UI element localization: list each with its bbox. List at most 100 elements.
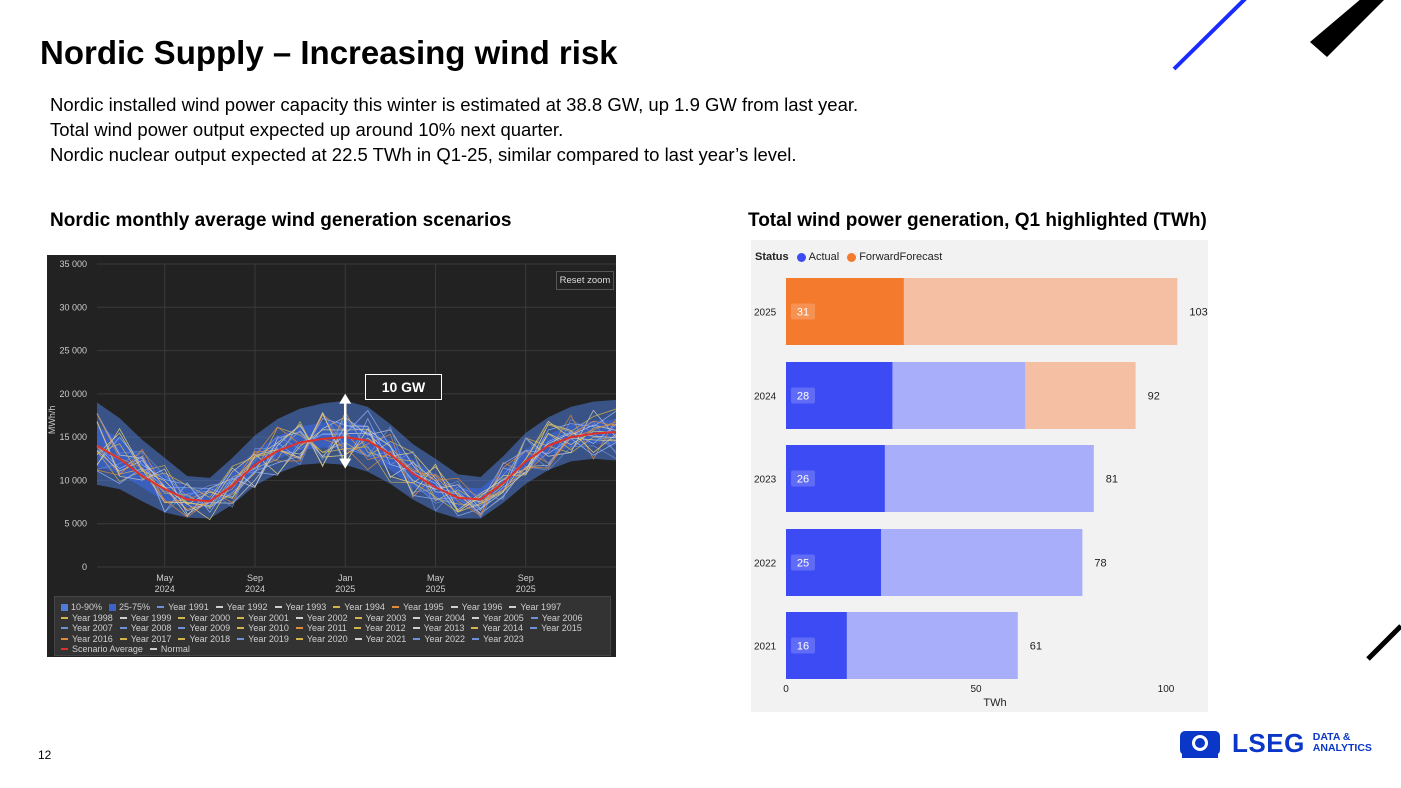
legend-item[interactable]: Year 2012	[353, 623, 406, 634]
legend-label: Year 1992	[226, 602, 268, 612]
legend-label: Year 2009	[189, 623, 231, 633]
legend-item[interactable]: Year 1996	[450, 602, 503, 613]
q1-label: 16	[797, 641, 809, 653]
x-tick-label: May	[427, 573, 445, 583]
legend-item[interactable]: Year 2006	[530, 612, 583, 624]
legend-label: Year 2007	[72, 623, 113, 633]
legend-item[interactable]: Scenario Average	[61, 644, 143, 655]
legend-swatch	[471, 627, 479, 630]
legend-item[interactable]: Year 2015	[530, 623, 582, 634]
legend-item[interactable]: Year 2003	[354, 613, 406, 624]
legend-item[interactable]: Year 2004	[413, 613, 465, 624]
legend-label: Year 2014	[482, 623, 524, 633]
q1-label: 26	[797, 474, 809, 486]
q1-label-bg	[791, 470, 815, 487]
blue-stripe	[1172, 0, 1247, 71]
legend-swatch	[354, 637, 362, 640]
legend-label: Year 2022	[424, 633, 466, 644]
legend-item[interactable]: Year 1998	[61, 613, 113, 624]
legend-swatch	[413, 616, 421, 619]
legend-item[interactable]: Year 2010	[237, 623, 289, 634]
legend-item[interactable]: Year 2023	[472, 634, 524, 645]
decorative-stripe-bottom	[1366, 624, 1401, 661]
legend-label: Year 2008	[130, 623, 172, 633]
wind-scenarios-chart: 35 000 30 000 25 000 20 000 15 000 10 000 5 00…	[47, 255, 616, 657]
scenario-average-line	[96, 430, 616, 503]
x-tick-label: Sep	[518, 573, 534, 583]
legend-label: Year 1996	[461, 602, 503, 612]
legend-label: Year 2006	[541, 612, 583, 623]
arrow-head-down	[339, 458, 352, 469]
legend-forecast[interactable]: ForwardForecast	[859, 251, 943, 263]
legend-item[interactable]: Year 2016	[61, 634, 113, 645]
legend-item[interactable]: 10-90%	[61, 602, 102, 613]
legend-item[interactable]: Year 1993	[274, 602, 326, 613]
legend-swatch	[119, 637, 127, 640]
logo-tagline-1: DATA &	[1312, 731, 1351, 743]
legend-item[interactable]: Year 2005	[472, 613, 524, 624]
legend-item[interactable]: Year 2017	[119, 634, 171, 645]
scenario-line	[96, 416, 616, 512]
x-tick-label: 2024	[155, 584, 175, 594]
legend-item[interactable]: Year 1999	[119, 613, 171, 624]
legend-item[interactable]: Year 2008	[119, 623, 172, 634]
legend-item[interactable]: Year 2013	[412, 623, 465, 634]
reset-zoom-button[interactable]: Reset zoom	[556, 271, 614, 290]
legend-item[interactable]: Year 2007	[61, 623, 113, 634]
legend-label: Year 2015	[541, 623, 582, 633]
legend-swatch	[61, 616, 68, 619]
y-axis-label: MWh/h	[47, 406, 57, 435]
legend-swatch	[354, 616, 362, 619]
legend-item[interactable]: Year 1997	[509, 602, 561, 613]
legend-item[interactable]: Year 2009	[178, 623, 230, 634]
legend-swatch	[353, 627, 361, 630]
q1-label-bg	[791, 387, 815, 404]
black-stripe-small	[1366, 624, 1401, 661]
legend-swatch	[178, 637, 186, 640]
legend-label: Year 2013	[423, 623, 465, 633]
x-tick-label: 50	[970, 684, 982, 695]
summary-line: Nordic nuclear output expected at 22.5 T…	[50, 144, 797, 165]
legend-item[interactable]: Year 1995	[391, 602, 444, 613]
legend-item[interactable]: Year 2011	[295, 623, 347, 634]
legend-item[interactable]: Year 1992	[215, 602, 268, 613]
x-tick-label: 2025	[516, 584, 536, 594]
legend-item[interactable]: Normal	[149, 644, 190, 655]
total-label: 103	[1189, 307, 1207, 319]
legend-item[interactable]: Year 1994	[333, 602, 385, 613]
legend-item[interactable]: Year 2001	[237, 613, 289, 624]
total-label: 92	[1148, 391, 1160, 403]
legend-label: Year 2016	[72, 633, 113, 644]
legend-actual[interactable]: Actual	[808, 251, 840, 263]
category-label: 2022	[754, 559, 777, 570]
total-label: 81	[1106, 474, 1118, 486]
legend-swatch	[61, 603, 68, 611]
legend-item[interactable]: Year 2020	[295, 634, 348, 645]
legend-swatch	[509, 606, 517, 609]
x-tick-label: Jan	[338, 573, 353, 583]
legend-swatch	[61, 637, 68, 640]
legend-item[interactable]: Year 2018	[178, 634, 230, 645]
legend-swatch	[119, 616, 127, 619]
legend-item[interactable]: Year 1991	[157, 602, 209, 613]
x-tick-label: 2024	[245, 584, 265, 594]
legend-item[interactable]: Year 2022	[413, 634, 465, 645]
legend-label: Year 1995	[402, 602, 444, 612]
legend-swatch	[295, 627, 303, 630]
legend-item[interactable]: Year 2021	[354, 633, 407, 645]
y-tick-label: 5 000	[64, 519, 87, 529]
y-tick-label: 25 000	[59, 346, 87, 356]
legend-item[interactable]: Year 2000	[178, 613, 230, 624]
legend-item[interactable]: 25-75%	[109, 602, 150, 613]
q1-label: 25	[797, 558, 809, 570]
legend-swatch	[333, 606, 341, 609]
legend-label: Year 2021	[365, 633, 407, 644]
black-stripe	[1310, 0, 1384, 57]
legend-swatch	[450, 606, 458, 609]
legend-item[interactable]: Year 2019	[237, 634, 289, 645]
legend-item[interactable]: Year 2002	[295, 613, 348, 624]
wind-generation-bar-chart: Status Actual ForwardForecast 31 103 2025 2…	[751, 240, 1208, 712]
legend-swatch	[178, 616, 186, 619]
legend-item[interactable]: Year 2014	[471, 623, 523, 634]
legend-label: Year 1998	[72, 612, 113, 623]
